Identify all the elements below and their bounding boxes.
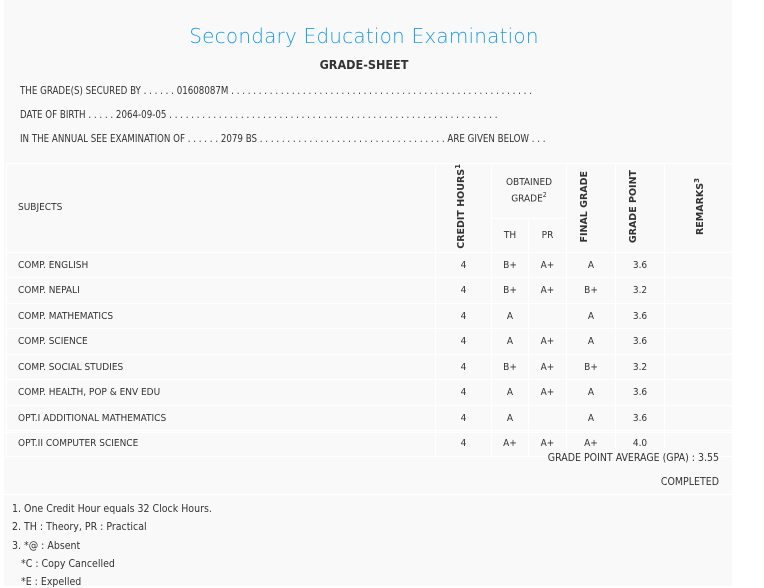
table-row: COMP. SOCIAL STUDIES 4 B+ A+ B+ 3.2 (6, 353, 734, 381)
cell-credit: 4 (435, 251, 492, 279)
exam-line: IN THE ANNUAL SEE EXAMINATION OF . . . .… (20, 133, 546, 145)
table-row: COMP. ENGLISH 4 B+ A+ A 3.6 (6, 251, 734, 279)
cell-th: B+ (491, 353, 529, 381)
cell-final: A (566, 328, 616, 355)
cell-pr (528, 302, 567, 330)
cell-credit: 4 (435, 430, 492, 457)
cell-final: B+ (566, 277, 616, 304)
cell-point: 4.0 (615, 430, 665, 457)
header-grade-point: GRADE POINT (615, 163, 665, 253)
cell-point: 3.6 (615, 404, 665, 432)
cell-final: A (566, 404, 616, 432)
cell-subject: COMP. NEPALI (6, 277, 436, 304)
cell-th: A (491, 328, 529, 355)
header-credit-hours: CREDIT HOURS1 (435, 163, 492, 253)
cell-remarks (664, 353, 734, 381)
cell-pr: A+ (528, 251, 567, 279)
cell-th: B+ (491, 251, 529, 279)
header-subjects: SUBJECTS (6, 163, 436, 253)
divider (4, 432, 732, 433)
page-subtitle: GRADE-SHEET (319, 57, 409, 72)
table-row: COMP. NEPALI 4 B+ A+ B+ 3.2 (6, 277, 734, 304)
cell-point: 3.2 (615, 277, 665, 304)
cell-th: A+ (491, 430, 529, 457)
table-row: COMP. SCIENCE 4 A A+ A 3.6 (6, 328, 734, 355)
cell-th: B+ (491, 277, 529, 304)
header-remarks: REMARKS3 (664, 163, 734, 253)
cell-final: A (566, 302, 616, 330)
header-pr: PR (528, 217, 567, 253)
cell-pr: A+ (528, 277, 567, 304)
cell-final: B+ (566, 353, 616, 381)
cell-pr: A+ (528, 353, 567, 381)
table-row: OPT.I ADDITIONAL MATHEMATICS 4 A A 3.6 (6, 404, 734, 432)
cell-subject: COMP. SCIENCE (6, 328, 436, 355)
cell-point: 3.6 (615, 251, 665, 279)
cell-subject: COMP. ENGLISH (6, 251, 436, 279)
cell-final: A+ (566, 430, 616, 457)
cell-point: 3.2 (615, 353, 665, 381)
cell-credit: 4 (435, 328, 492, 355)
cell-remarks (664, 277, 734, 304)
result-status: COMPLETED (660, 476, 719, 488)
cell-point: 3.6 (615, 379, 665, 406)
header-final-grade: FINAL GRADE (566, 163, 616, 253)
table-row: OPT.II COMPUTER SCIENCE 4 A+ A+ A+ 4.0 (6, 430, 734, 457)
note-2: 2. TH : Theory, PR : Practical (12, 521, 147, 533)
cell-subject: OPT.I ADDITIONAL MATHEMATICS (6, 404, 436, 432)
cell-remarks (664, 430, 734, 457)
table-row: COMP. MATHEMATICS 4 A A 3.6 (6, 302, 734, 330)
cell-remarks (664, 404, 734, 432)
page-title: Secondary Education Examination (189, 24, 539, 48)
cell-th: A (491, 302, 529, 330)
table-row: COMP. HEALTH, POP & ENV EDU 4 A A+ A 3.6 (6, 379, 734, 406)
cell-pr: A+ (528, 328, 567, 355)
cell-subject: COMP. MATHEMATICS (6, 302, 436, 330)
secured-by-line: THE GRADE(S) SECURED BY . . . . . . 0160… (20, 85, 532, 97)
cell-remarks (664, 251, 734, 279)
cell-credit: 4 (435, 302, 492, 330)
cell-credit: 4 (435, 277, 492, 304)
grades-table: SUBJECTS CREDIT HOURS1 OBTAINED GRADE2 F… (6, 163, 734, 457)
cell-point: 3.6 (615, 302, 665, 330)
divider (4, 494, 732, 495)
cell-pr (528, 404, 567, 432)
cell-subject: COMP. HEALTH, POP & ENV EDU (6, 379, 436, 406)
cell-subject: COMP. SOCIAL STUDIES (6, 353, 436, 381)
cell-pr: A+ (528, 379, 567, 406)
cell-credit: 4 (435, 379, 492, 406)
cell-th: A (491, 379, 529, 406)
header-th: TH (491, 217, 529, 253)
gpa-value: GRADE POINT AVERAGE (GPA) : 3.55 (547, 452, 719, 464)
header-obtained-grade: OBTAINED GRADE2 (491, 163, 567, 219)
cell-th: A (491, 404, 529, 432)
cell-point: 3.6 (615, 328, 665, 355)
note-3b: *C : Copy Cancelled (12, 558, 115, 570)
cell-final: A (566, 251, 616, 279)
cell-subject: OPT.II COMPUTER SCIENCE (6, 430, 436, 457)
note-3c: *E : Expelled (12, 576, 82, 588)
cell-credit: 4 (435, 404, 492, 432)
note-1: 1. One Credit Hour equals 32 Clock Hours… (12, 503, 212, 515)
note-3: 3. *@ : Absent (12, 540, 81, 552)
cell-remarks (664, 379, 734, 406)
cell-remarks (664, 302, 734, 330)
cell-credit: 4 (435, 353, 492, 381)
dob-line: DATE OF BIRTH . . . . . 2064-09-05 . . .… (20, 109, 498, 121)
cell-final: A (566, 379, 616, 406)
cell-remarks (664, 328, 734, 355)
